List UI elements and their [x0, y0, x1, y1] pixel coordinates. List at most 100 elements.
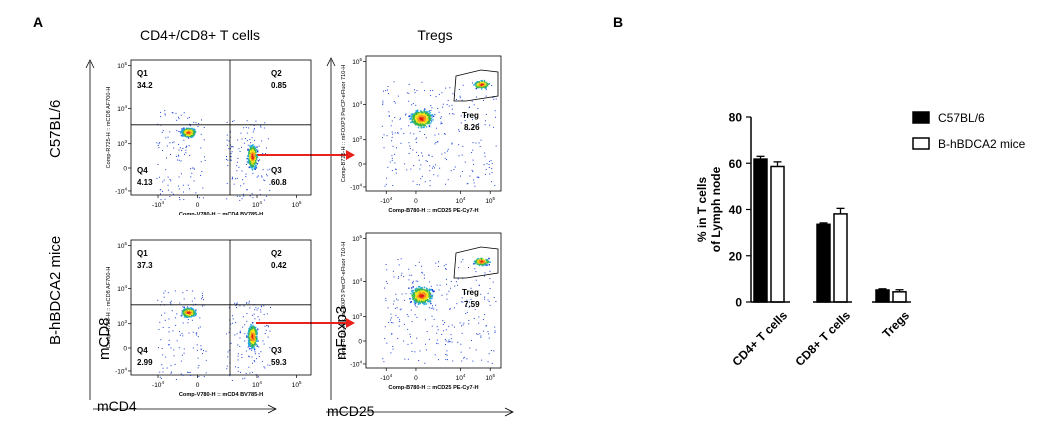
event-dot: [416, 316, 418, 318]
event-dot: [428, 110, 430, 113]
event-dot: [417, 289, 420, 291]
event-dot: [418, 301, 420, 303]
event-dot: [382, 102, 384, 104]
x-tick-label: 104: [456, 196, 466, 205]
event-dot: [491, 162, 493, 164]
event-dot: [185, 152, 187, 154]
event-dot: [197, 126, 199, 128]
event-dot: [425, 296, 428, 299]
x-tick-exponent: 5: [493, 196, 496, 201]
event-dot: [189, 309, 192, 312]
y-tick-exponent: 5: [124, 61, 127, 66]
event-dot: [188, 315, 190, 318]
event-dot: [425, 293, 428, 295]
event-dot: [416, 183, 418, 185]
event-dot: [436, 342, 438, 344]
event-dot: [265, 195, 267, 197]
event-dot: [419, 300, 421, 302]
event-dot: [396, 147, 398, 149]
event-dot: [262, 340, 264, 342]
event-dot: [395, 293, 397, 295]
event-dot: [432, 165, 434, 167]
event-dot: [246, 189, 248, 191]
event-dot: [415, 141, 417, 143]
event-dot: [251, 155, 253, 158]
event-dot: [438, 93, 440, 95]
event-dot: [448, 325, 450, 327]
event-dot: [415, 116, 417, 118]
event-dot: [421, 114, 423, 116]
event-dot: [160, 199, 162, 201]
event-dot: [258, 355, 260, 357]
event-dot: [263, 305, 265, 307]
event-dot: [424, 290, 427, 292]
event-dot: [254, 168, 256, 170]
event-dot: [186, 129, 188, 132]
event-dot: [178, 116, 180, 118]
event-dot: [189, 310, 192, 312]
event-dot: [179, 199, 181, 201]
quadrant-percent: 59.3: [271, 358, 287, 367]
event-dot: [396, 307, 398, 309]
event-dot: [187, 137, 190, 139]
event-dot: [468, 306, 470, 308]
treg-gate-percent: 7.59: [464, 300, 480, 309]
event-dot: [382, 100, 384, 102]
event-dot: [382, 90, 384, 92]
event-dot: [390, 125, 392, 127]
event-dot: [250, 328, 253, 331]
event-dot: [467, 183, 469, 185]
event-dot: [458, 130, 460, 132]
event-dot: [166, 145, 168, 147]
event-dot: [250, 341, 253, 344]
event-dot: [186, 315, 188, 317]
event-dot: [484, 263, 487, 265]
event-dot: [229, 144, 231, 146]
event-dot: [259, 193, 261, 195]
event-dot: [188, 129, 190, 132]
event-dot: [177, 143, 179, 145]
event-dot: [392, 270, 394, 272]
event-dot: [185, 149, 187, 151]
event-dot: [192, 312, 194, 314]
event-dot: [250, 325, 253, 328]
event-dot: [393, 300, 395, 302]
event-dot: [173, 147, 175, 149]
event-dot: [433, 174, 435, 176]
event-dot: [428, 338, 430, 340]
event-dot: [477, 85, 479, 87]
event-dot: [248, 343, 250, 345]
event-dot: [247, 160, 250, 163]
event-dot: [413, 296, 416, 298]
event-dot: [250, 154, 253, 156]
event-dot: [182, 374, 184, 376]
event-dot: [461, 332, 463, 334]
event-dot: [432, 305, 434, 307]
event-dot: [411, 282, 413, 284]
event-dot: [248, 150, 251, 152]
event-dot: [193, 311, 195, 314]
event-dot: [161, 301, 163, 303]
event-dot: [199, 326, 201, 328]
event-dot: [477, 263, 480, 265]
y-tick-label: 0: [358, 339, 362, 346]
x-tick-label: 105: [485, 373, 495, 382]
event-dot: [422, 272, 424, 274]
event-dot: [179, 302, 181, 304]
event-dot: [399, 319, 401, 321]
event-dot: [255, 374, 257, 376]
event-dot: [189, 131, 191, 133]
event-dot: [424, 90, 426, 92]
event-dot: [255, 120, 257, 122]
event-dot: [478, 81, 481, 83]
y-tick-label: -104: [350, 359, 362, 368]
event-dot: [424, 113, 427, 115]
event-dot: [407, 328, 409, 330]
event-dot: [417, 112, 420, 114]
event-dot: [438, 133, 440, 135]
plot-y-axis-title: Comp-B725-H :: mFOXP3 PerCP-eFluor 710-H: [341, 242, 347, 360]
event-dot: [188, 332, 190, 334]
event-dot: [181, 333, 183, 335]
event-dot: [157, 347, 159, 349]
event-dot: [475, 279, 477, 281]
